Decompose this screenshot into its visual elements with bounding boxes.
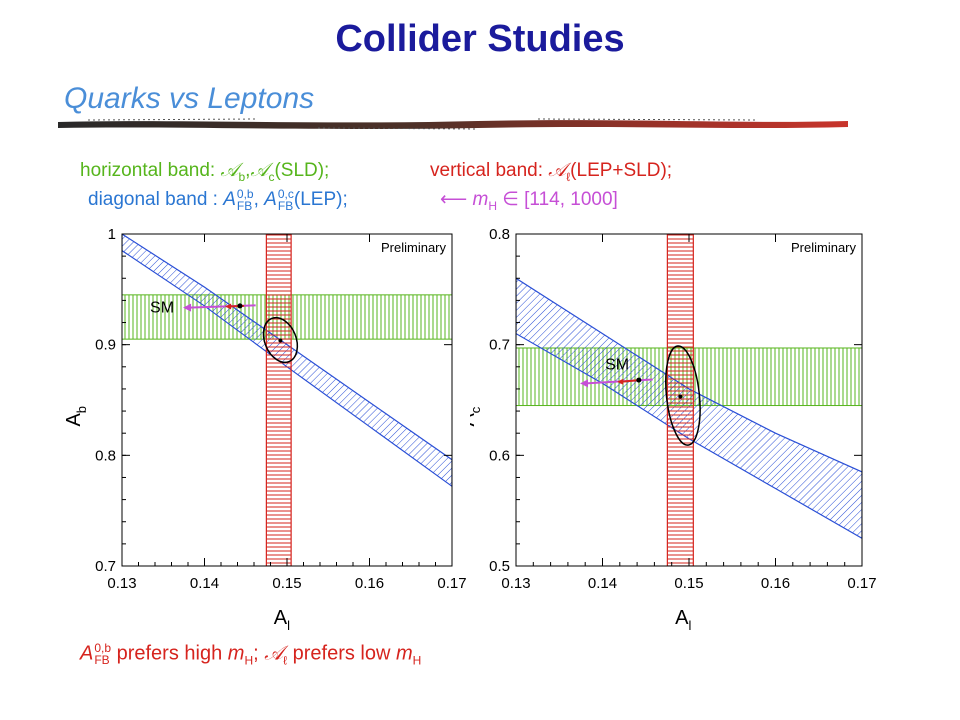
y-tick-label: 0.5 <box>489 558 510 575</box>
x-axis-label: Al <box>675 607 691 633</box>
sm-point <box>636 377 642 383</box>
legend-diagonal-symbol-afb-c: A <box>264 189 277 211</box>
x-axis-label: Al <box>274 607 290 633</box>
note-part1: prefers high <box>111 642 228 665</box>
note-part2: prefers low <box>287 642 396 665</box>
sm-red-arrow-head <box>617 378 624 385</box>
legend-diagonal-scripts-c: 0,c FB <box>278 188 294 212</box>
y-tick-label: 0.8 <box>95 447 116 464</box>
legend-mass-symbol: m <box>472 189 489 210</box>
preliminary-label: Preliminary <box>381 240 447 255</box>
x-tick-label: 0.14 <box>588 575 617 592</box>
legend-mass-arrow-icon: ⟵ <box>440 189 468 210</box>
x-axis-label-sub: l <box>689 618 692 633</box>
slide-title: Collider Studies <box>335 18 625 60</box>
note-symbol-sub: FB <box>94 653 110 667</box>
x-tick-label: 0.17 <box>847 575 876 592</box>
sm-arrow-line <box>189 304 256 309</box>
note-mh: m <box>227 642 245 665</box>
sm-label: SM <box>150 300 174 317</box>
y-tick-label: 0.7 <box>489 337 510 354</box>
x-tick-label: 0.16 <box>761 575 790 592</box>
x-axis-label-sub: l <box>287 618 290 633</box>
x-tick-label: 0.13 <box>107 575 136 592</box>
bottom-note: A0,b FB prefers high mH; 𝒜ℓ prefers low m… <box>80 642 421 667</box>
legend-diagonal-sup-c: 0,c <box>277 187 294 201</box>
y-axis-label: Ac <box>470 406 483 426</box>
plot-area <box>516 234 862 566</box>
legend-vertical-prefix: vertical band: <box>430 160 549 181</box>
sm-red-arrow-head <box>225 303 232 310</box>
y-tick-label: 0.8 <box>489 226 510 243</box>
vertical-band <box>666 234 694 566</box>
legend-horizontal-symbol-ac: 𝒜 <box>250 160 269 181</box>
legend-horizontal-prefix: horizontal band: <box>80 160 221 181</box>
legend-horizontal-sep: , <box>245 160 251 181</box>
note-symbol-sup: 0,b <box>94 641 112 655</box>
legend-vertical-band: vertical band: 𝒜ℓ(LEP+SLD); <box>430 160 672 184</box>
legend-higgs-mass: ⟵ mH ∈ [114, 1000] <box>440 188 618 213</box>
legend-mass-range: ∈ [114, 1000] <box>497 189 618 210</box>
note-symbol-scripts: 0,b FB <box>94 642 111 666</box>
x-tick-label: 0.16 <box>355 575 384 592</box>
sm-arrow-head <box>183 303 192 312</box>
x-tick-label: 0.15 <box>272 575 301 592</box>
note-mh2: m <box>395 642 413 665</box>
x-tick-label: 0.15 <box>674 575 703 592</box>
legend-horizontal-suffix: (SLD); <box>274 160 330 181</box>
y-axis-label-sub: c <box>470 406 483 413</box>
note-symbol-al: 𝒜 <box>264 642 284 665</box>
x-tick-label: 0.14 <box>190 575 219 592</box>
plot-area <box>122 234 452 566</box>
note-sep: ; <box>253 642 265 665</box>
sm-label: SM <box>605 357 629 374</box>
legend-vertical-symbol: 𝒜 <box>548 160 567 181</box>
slide-subtitle: Quarks vs Leptons <box>64 82 315 115</box>
brush-stroke-divider <box>58 118 848 130</box>
legend-mass-symbol-sub: H <box>488 198 498 213</box>
sm-point <box>237 303 243 309</box>
chart-ac-vs-al: SM Preliminary 0.13 0.14 0.15 0.16 0.17 0.5 0.6 0… <box>470 226 877 633</box>
fit-point <box>278 338 283 343</box>
note-mh-sub: H <box>244 653 254 668</box>
chart-ab-vs-al: SM Preliminary 0.13 0.14 0.15 0.16 0.17 0.7 0.8 0… <box>63 226 467 633</box>
legend-diagonal-sup-b: 0,b <box>236 187 254 201</box>
preliminary-label: Preliminary <box>791 240 857 255</box>
fit-ellipse <box>262 316 299 364</box>
fit-point <box>678 394 683 399</box>
legend-diagonal-band: diagonal band : A0,b FB, A0,c FB(LEP); <box>88 188 348 212</box>
legend-vertical-symbol-sub: ℓ <box>566 169 571 184</box>
legend-horizontal-symbol-ab-sub: b <box>238 169 246 184</box>
y-tick-label: 1 <box>108 226 116 243</box>
vertical-band <box>265 234 292 566</box>
y-tick-label: 0.9 <box>95 337 116 354</box>
legend-diagonal-sub-c: FB <box>277 199 294 213</box>
x-tick-label: 0.17 <box>437 575 466 592</box>
legend-vertical-suffix: (LEP+SLD); <box>570 160 673 181</box>
sm-arrow-head <box>580 379 589 388</box>
note-mh2-sub: H <box>412 653 422 668</box>
legend-diagonal-scripts-b: 0,b FB <box>237 188 254 212</box>
legend-horizontal-symbol-ab: 𝒜 <box>220 160 239 181</box>
legend-diagonal-suffix: (LEP); <box>293 189 348 211</box>
legend-diagonal-sub-b: FB <box>236 199 253 213</box>
x-tick-label: 0.13 <box>501 575 530 592</box>
legend-horizontal-band: horizontal band: 𝒜b,𝒜c(SLD); <box>80 160 329 184</box>
note-symbol-al-sub: ℓ <box>283 653 288 668</box>
legend-diagonal-prefix: diagonal band : <box>88 189 224 211</box>
y-axis-label: Ab <box>63 406 89 427</box>
note-symbol-afb: A <box>80 642 94 665</box>
y-tick-label: 0.7 <box>95 558 116 575</box>
legend-diagonal-sep: , <box>253 189 265 211</box>
legend-horizontal-symbol-ac-sub: c <box>268 169 275 184</box>
y-tick-label: 0.6 <box>489 447 510 464</box>
legend-diagonal-symbol-afb-b: A <box>223 189 236 211</box>
fit-ellipse <box>665 345 701 446</box>
y-axis-label-sub: b <box>74 406 89 413</box>
